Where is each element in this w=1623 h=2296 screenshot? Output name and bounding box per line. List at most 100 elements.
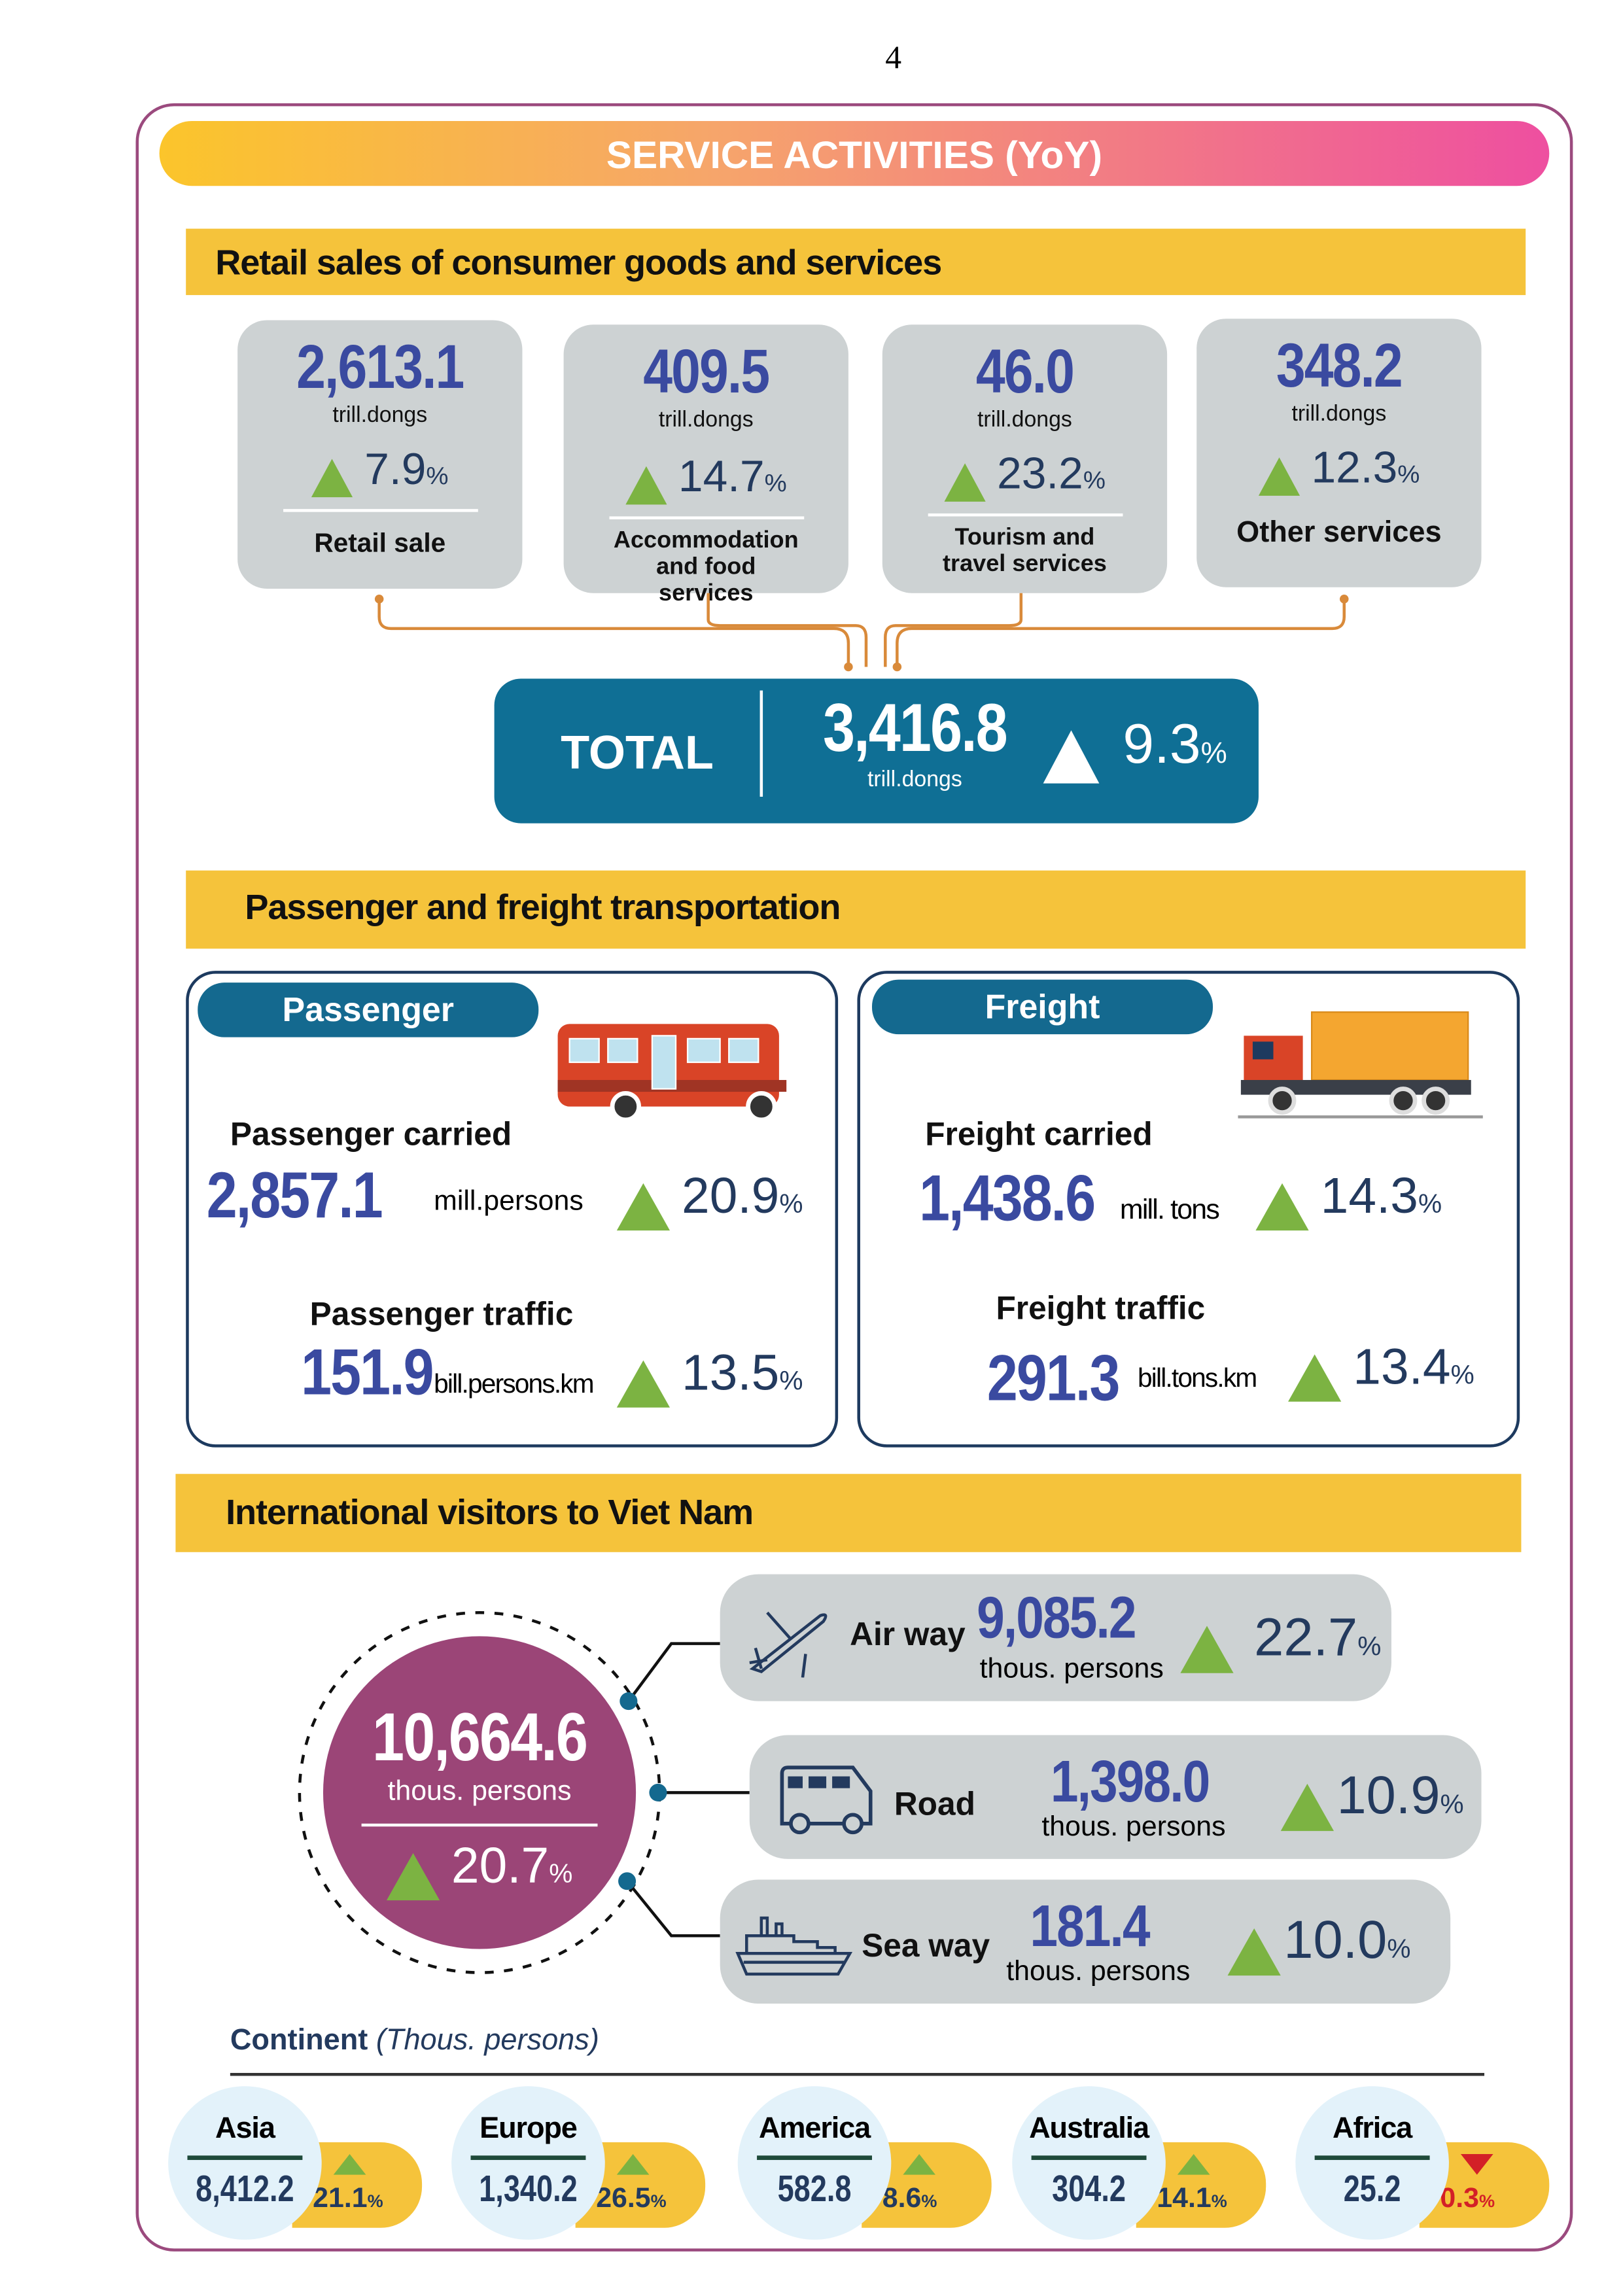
up-arrow-icon bbox=[1043, 729, 1100, 784]
passenger-traffic-growth: 13.5% bbox=[616, 1346, 803, 1408]
pct-sign: % bbox=[650, 2191, 667, 2212]
airway-row: Air way 9,085.2 thous. persons 22.7% bbox=[720, 1574, 1391, 1701]
mode-value: 181.4 bbox=[1030, 1894, 1150, 1960]
growth-value: 20.9 bbox=[682, 1168, 780, 1225]
mode-label: Road bbox=[894, 1785, 975, 1822]
freight-traffic-value: 291.3 bbox=[986, 1342, 1120, 1416]
growth-value: 21.1 bbox=[313, 2183, 368, 2215]
continent-value: 25.2 bbox=[1343, 2168, 1401, 2210]
card-value: 348.2 bbox=[1276, 330, 1403, 400]
mode-growth: 10.9% bbox=[1280, 1764, 1464, 1831]
freight-tab: Freight bbox=[872, 979, 1213, 1035]
passenger-carried-label: Passenger carried bbox=[230, 1115, 512, 1153]
airplane-icon bbox=[749, 1611, 828, 1678]
pct-sign: % bbox=[779, 1189, 803, 1219]
growth-value: 14.3 bbox=[1320, 1168, 1418, 1225]
pct-sign: % bbox=[1478, 2191, 1495, 2212]
divider bbox=[230, 2072, 1485, 2076]
up-arrow-icon bbox=[1280, 1783, 1334, 1831]
freight-traffic-unit: bill.tons.km bbox=[1137, 1363, 1257, 1393]
up-arrow-icon bbox=[1177, 2154, 1210, 2175]
growth-value: 22.7 bbox=[1254, 1607, 1358, 1667]
total-growth-value: 9.3 bbox=[1123, 714, 1201, 776]
freight-carried-value: 1,438.6 bbox=[919, 1162, 1096, 1235]
total-unit: trill.dongs bbox=[867, 767, 962, 793]
up-arrow-icon bbox=[1288, 1354, 1342, 1402]
continent-value: 1,340.2 bbox=[479, 2168, 578, 2210]
pct-sign: % bbox=[921, 2191, 937, 2212]
continent-unit: (Thous. persons) bbox=[375, 2024, 599, 2057]
card-label: Other services bbox=[1236, 515, 1442, 549]
continent-item: 26.5% Europe 1,340.2 bbox=[451, 2086, 717, 2248]
mode-unit: thous. persons bbox=[1041, 1811, 1226, 1843]
growth-value: 8.6 bbox=[882, 2183, 922, 2215]
continent-bubble: Europe 1,340.2 bbox=[451, 2086, 605, 2240]
freight-carried-growth: 14.3% bbox=[1255, 1168, 1442, 1230]
total-growth: 9.3% bbox=[1043, 714, 1227, 784]
freight-carried-label: Freight carried bbox=[925, 1115, 1153, 1153]
growth-value: 13.5 bbox=[682, 1346, 780, 1402]
mode-label: Sea way bbox=[862, 1926, 990, 1964]
pct-sign: % bbox=[1387, 1934, 1411, 1964]
passenger-carried-value: 2,857.1 bbox=[206, 1159, 383, 1232]
continent-item: 21.1% Asia 8,412.2 bbox=[168, 2086, 434, 2248]
card-label: Accommodation and food services bbox=[613, 527, 799, 606]
up-arrow-icon bbox=[616, 1183, 670, 1230]
continent-bubble: Australia 304.2 bbox=[1012, 2086, 1166, 2240]
growth-value: 13.4 bbox=[1353, 1339, 1451, 1396]
retail-card: 2,613.1 trill.dongs 7.9% Retail sale bbox=[237, 320, 523, 589]
continent-bubble: Asia 8,412.2 bbox=[168, 2086, 322, 2240]
total-value-block: 3,416.8 trill.dongs bbox=[804, 687, 1025, 792]
pct-sign: % bbox=[1211, 2191, 1227, 2212]
card-label: Retail sale bbox=[314, 527, 446, 558]
total-label: TOTAL bbox=[561, 725, 714, 779]
pct-sign: % bbox=[1418, 1189, 1442, 1219]
divider bbox=[470, 2155, 586, 2161]
passenger-traffic-unit: bill.persons.km bbox=[434, 1369, 595, 1399]
continent-value: 582.8 bbox=[777, 2168, 852, 2210]
card-growth: 14.7 bbox=[678, 453, 765, 502]
continent-bubble: Africa 25.2 bbox=[1295, 2086, 1449, 2240]
divider bbox=[1031, 2155, 1147, 2161]
mode-unit: thous. persons bbox=[979, 1654, 1164, 1685]
card-growth: 23.2 bbox=[997, 449, 1083, 499]
card-value: 46.0 bbox=[975, 336, 1075, 406]
up-arrow-icon bbox=[616, 1360, 670, 1408]
seaway-row: Sea way 181.4 thous. persons 10.0% bbox=[720, 1879, 1451, 2004]
accommodation-card: 409.5 trill.dongs 14.7% Accommodation an… bbox=[563, 324, 848, 606]
continent-growth: 26.5% bbox=[596, 2183, 666, 2216]
mode-label: Air way bbox=[850, 1615, 966, 1653]
card-unit: trill.dongs bbox=[1291, 401, 1387, 426]
mode-value: 9,085.2 bbox=[977, 1586, 1136, 1651]
total-value: 3,416.8 bbox=[822, 689, 1008, 766]
section-transport-title: Passenger and freight transportation bbox=[186, 870, 1526, 949]
card-unit: trill.dongs bbox=[332, 402, 428, 428]
card-unit: trill.dongs bbox=[658, 407, 754, 432]
up-arrow-icon bbox=[1227, 1928, 1281, 1975]
card-unit: trill.dongs bbox=[977, 407, 1072, 432]
continent-name: Africa bbox=[1333, 2112, 1412, 2146]
pct-sign: % bbox=[367, 2191, 383, 2212]
growth-value: 10.9 bbox=[1336, 1764, 1440, 1826]
card-growth: 12.3 bbox=[1311, 444, 1398, 493]
divider bbox=[187, 2155, 303, 2161]
passenger-carried-unit: mill.persons bbox=[434, 1186, 584, 1217]
continent-item: 0.3% Africa 25.2 bbox=[1295, 2086, 1561, 2248]
card-value: 409.5 bbox=[643, 336, 770, 406]
bus-icon bbox=[557, 1024, 787, 1122]
continent-item: 14.1% Australia 304.2 bbox=[1012, 2086, 1278, 2248]
up-arrow-icon bbox=[903, 2154, 935, 2175]
pct-sign: % bbox=[1440, 1789, 1464, 1820]
continent-name: Asia bbox=[215, 2112, 275, 2146]
passenger-traffic-value: 151.9 bbox=[301, 1336, 434, 1410]
divider bbox=[1314, 2155, 1430, 2161]
continent-value: 8,412.2 bbox=[196, 2168, 294, 2210]
up-arrow-icon bbox=[943, 462, 986, 502]
freight-traffic-growth: 13.4% bbox=[1288, 1339, 1475, 1402]
page-number: 4 bbox=[885, 38, 902, 76]
mode-growth: 22.7% bbox=[1180, 1607, 1381, 1673]
van-icon bbox=[780, 1765, 873, 1835]
card-label: Tourism and travel services bbox=[943, 525, 1107, 577]
passenger-tab: Passenger bbox=[198, 983, 539, 1037]
